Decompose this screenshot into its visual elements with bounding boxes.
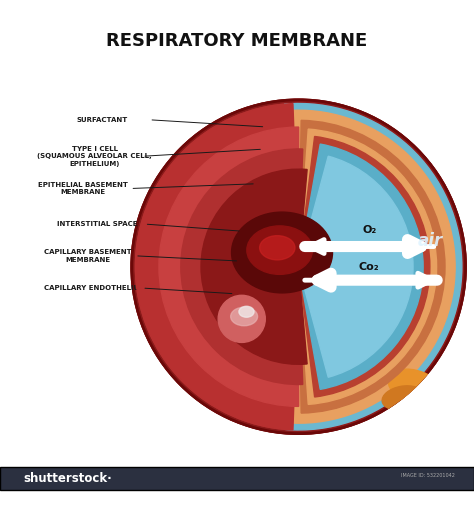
- Ellipse shape: [231, 307, 257, 326]
- Circle shape: [136, 104, 462, 430]
- Wedge shape: [181, 149, 303, 384]
- Ellipse shape: [231, 212, 332, 293]
- FancyBboxPatch shape: [0, 467, 474, 489]
- Wedge shape: [136, 104, 299, 430]
- Circle shape: [181, 149, 416, 384]
- Circle shape: [218, 295, 265, 342]
- Wedge shape: [299, 129, 437, 405]
- Ellipse shape: [382, 386, 424, 410]
- Text: RESPIRATORY MEMBRANE: RESPIRATORY MEMBRANE: [106, 32, 368, 50]
- Text: INTERSTITIAL SPACE: INTERSTITIAL SPACE: [57, 221, 137, 227]
- Wedge shape: [299, 156, 413, 377]
- Text: SURFACTANT: SURFACTANT: [76, 117, 128, 123]
- Wedge shape: [201, 169, 307, 364]
- Wedge shape: [159, 127, 299, 407]
- Wedge shape: [293, 110, 455, 423]
- Circle shape: [130, 98, 467, 435]
- Ellipse shape: [247, 226, 312, 274]
- Circle shape: [201, 169, 396, 364]
- Text: O₂: O₂: [362, 225, 376, 235]
- Text: Co₂: Co₂: [359, 262, 380, 272]
- Ellipse shape: [388, 369, 445, 407]
- Text: shutterstock·: shutterstock·: [24, 472, 112, 485]
- Circle shape: [159, 127, 438, 407]
- Wedge shape: [299, 136, 430, 397]
- Text: CAPILLARY BASEMENT
MEMBRANE: CAPILLARY BASEMENT MEMBRANE: [44, 249, 131, 263]
- Wedge shape: [284, 104, 462, 430]
- Text: air: air: [417, 232, 443, 250]
- Text: CAPILLARY ENDOTHELIUM: CAPILLARY ENDOTHELIUM: [44, 285, 146, 291]
- Text: EPITHELIAL BASEMENT
MEMBRANE: EPITHELIAL BASEMENT MEMBRANE: [38, 182, 128, 195]
- Ellipse shape: [260, 236, 295, 260]
- Ellipse shape: [239, 306, 254, 317]
- Text: IMAGE ID: 532201042: IMAGE ID: 532201042: [401, 473, 455, 478]
- Wedge shape: [299, 120, 445, 413]
- Wedge shape: [299, 144, 423, 389]
- Text: TYPE I CELL
(SQUAMOUS ALVEOLAR CELL,
EPITHELIUM): TYPE I CELL (SQUAMOUS ALVEOLAR CELL, EPI…: [37, 146, 152, 167]
